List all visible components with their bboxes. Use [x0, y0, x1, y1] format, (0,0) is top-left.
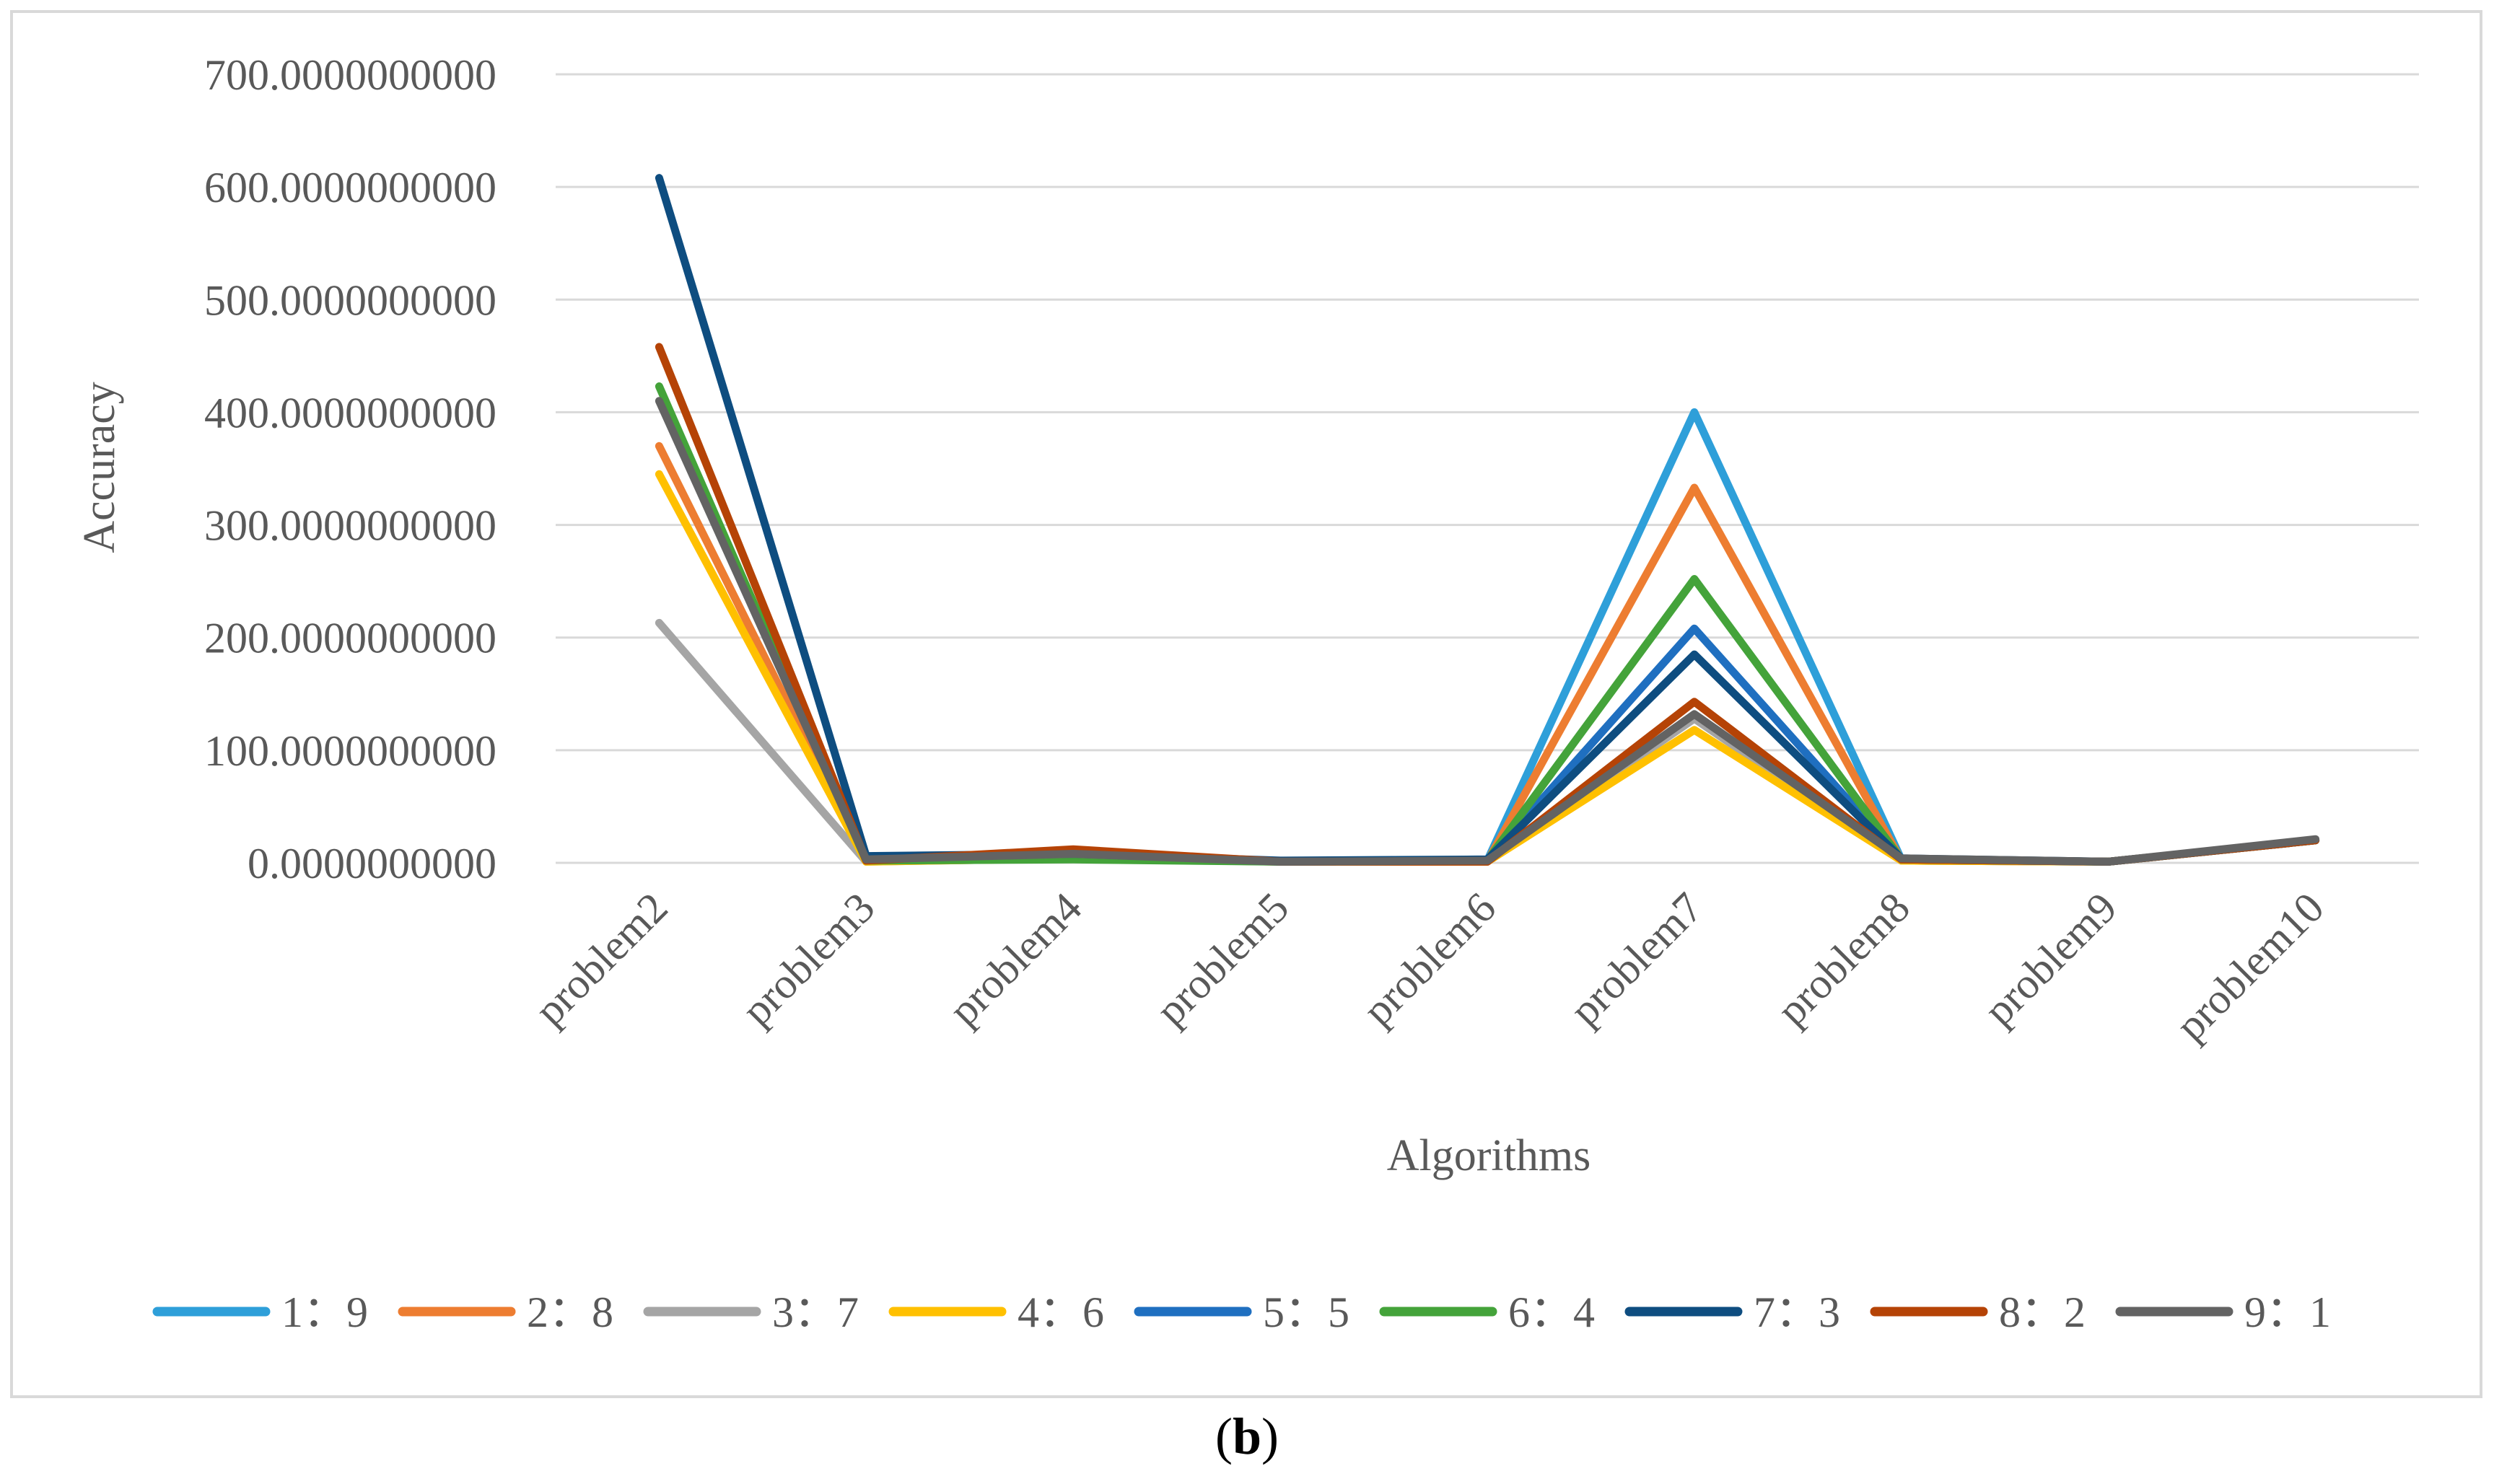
y-tick-label: 400.0000000000: [204, 389, 496, 436]
series-line-7: [655, 174, 2320, 866]
legend-label-1: 1：9: [281, 1288, 368, 1336]
y-tick-label: 500.0000000000: [204, 276, 496, 324]
legend-label-2: 2：8: [527, 1288, 613, 1336]
y-tick-label: 300.0000000000: [204, 502, 496, 550]
y-tick-label: 100.0000000000: [204, 727, 496, 775]
x-tick-label: problem8: [1768, 884, 1919, 1035]
legend: 1：9 2：8 3：7 4：6 5：5 6：4 7：3 8：2 9：1: [152, 1288, 2331, 1336]
legend-label-6: 6：4: [1508, 1288, 1595, 1336]
y-tick-label: 700.0000000000: [204, 51, 496, 99]
series-line-6: [655, 382, 2320, 866]
caption-letter: b: [1232, 1408, 1262, 1465]
series-line-4: [655, 470, 2320, 866]
series-lines: [655, 174, 2320, 866]
x-axis-title: Algorithms: [1387, 1131, 1591, 1180]
y-tick-label: 200.0000000000: [204, 615, 496, 662]
x-tick-label: problem7: [1561, 884, 1712, 1035]
legend-label-5: 5：5: [1263, 1288, 1349, 1336]
y-tick-labels: 0.0000000000 100.0000000000 200.0000000000…: [204, 51, 496, 887]
x-tick-label: problem4: [940, 884, 1090, 1035]
x-tick-label: problem6: [1354, 884, 1505, 1035]
series-line-9: [655, 397, 2320, 866]
series-line-8: [655, 343, 2320, 866]
x-tick-label: problem10: [2166, 884, 2332, 1050]
y-tick-label: 0.0000000000: [248, 840, 496, 887]
x-tick-label: problem2: [525, 884, 676, 1035]
y-axis-title: Accuracy: [75, 382, 124, 553]
series-line-5: [862, 624, 2320, 866]
x-tick-label: problem9: [1975, 884, 2126, 1035]
caption-open-paren: (: [1215, 1408, 1233, 1465]
legend-label-9: 9：1: [2244, 1288, 2331, 1336]
series-line-3: [655, 618, 2320, 866]
legend-label-7: 7：3: [1754, 1288, 1840, 1336]
x-tick-label: problem3: [732, 884, 883, 1035]
legend-label-3: 3：7: [772, 1288, 859, 1336]
x-tick-label: problem5: [1147, 884, 1298, 1035]
x-tick-labels: problem2 problem3 problem4 problem5 problem6…: [525, 884, 2332, 1050]
y-tick-label: 600.0000000000: [204, 164, 496, 211]
legend-label-4: 4：6: [1018, 1288, 1104, 1336]
legend-label-8: 8：2: [1999, 1288, 2086, 1336]
figure-caption: (b): [0, 1407, 2494, 1467]
caption-close-paren: ): [1261, 1408, 1279, 1465]
series-line-2: [655, 442, 2320, 866]
chart-frame: [10, 10, 2482, 1398]
